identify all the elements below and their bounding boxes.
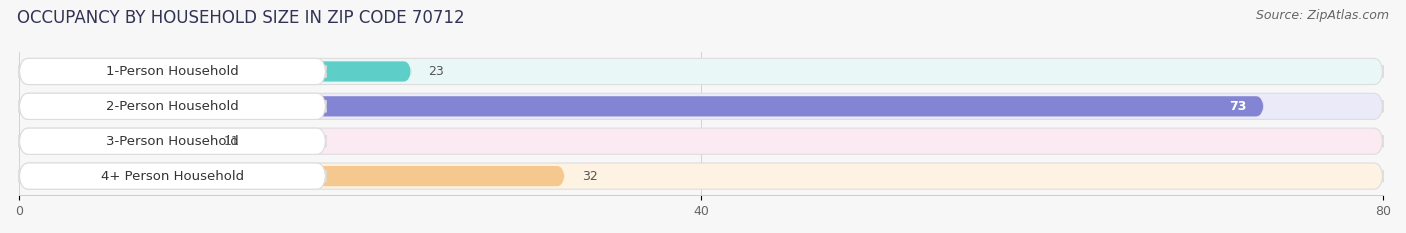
Text: OCCUPANCY BY HOUSEHOLD SIZE IN ZIP CODE 70712: OCCUPANCY BY HOUSEHOLD SIZE IN ZIP CODE …	[17, 9, 464, 27]
Text: Source: ZipAtlas.com: Source: ZipAtlas.com	[1256, 9, 1389, 22]
FancyBboxPatch shape	[20, 93, 326, 120]
FancyBboxPatch shape	[20, 163, 1384, 189]
Text: 73: 73	[1229, 100, 1247, 113]
Text: 1-Person Household: 1-Person Household	[105, 65, 239, 78]
Text: 11: 11	[224, 135, 239, 148]
Text: 23: 23	[429, 65, 444, 78]
Text: 32: 32	[582, 170, 598, 183]
FancyBboxPatch shape	[20, 96, 1264, 116]
FancyBboxPatch shape	[20, 58, 1384, 85]
Text: 3-Person Household: 3-Person Household	[105, 135, 239, 148]
FancyBboxPatch shape	[20, 131, 207, 151]
FancyBboxPatch shape	[20, 93, 1384, 120]
FancyBboxPatch shape	[20, 166, 565, 186]
FancyBboxPatch shape	[20, 61, 411, 82]
Text: 4+ Person Household: 4+ Person Household	[101, 170, 245, 183]
FancyBboxPatch shape	[20, 128, 1384, 154]
Text: 2-Person Household: 2-Person Household	[105, 100, 239, 113]
FancyBboxPatch shape	[20, 58, 326, 85]
FancyBboxPatch shape	[20, 163, 326, 189]
FancyBboxPatch shape	[20, 128, 326, 154]
